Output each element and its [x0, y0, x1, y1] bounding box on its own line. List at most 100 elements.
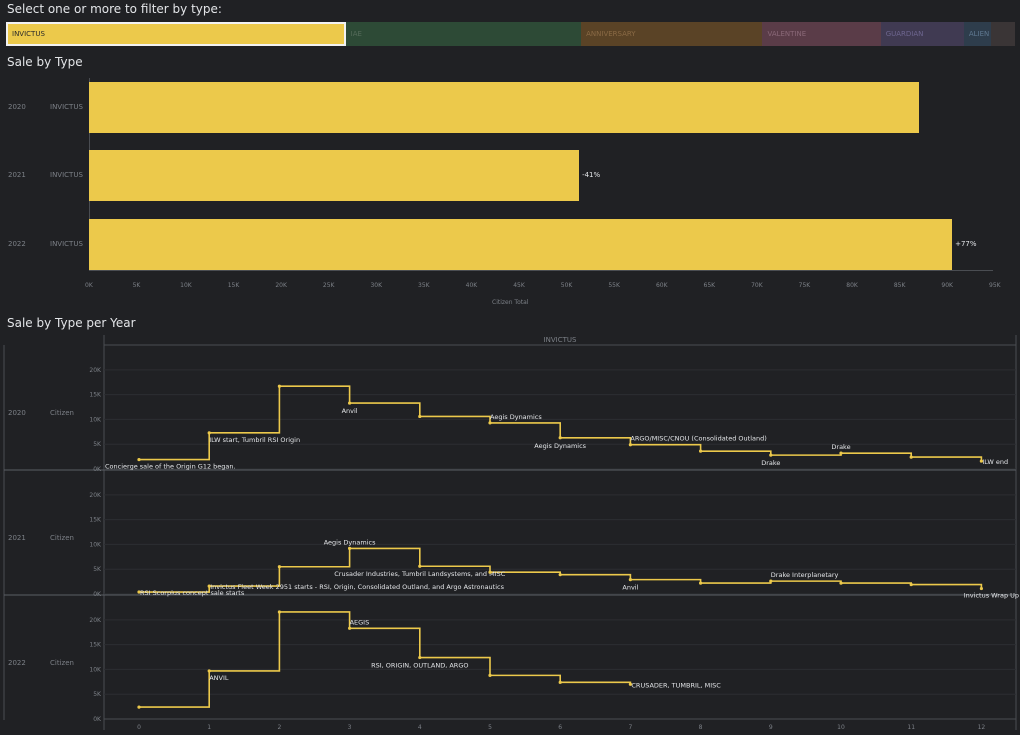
filter-chip-valentine[interactable]: VALENTINE — [762, 22, 881, 46]
filter-chip-iae[interactable]: IAE — [345, 22, 582, 46]
step-point — [839, 451, 843, 455]
step-point — [207, 669, 211, 673]
step-annotation: Invictus Fleet Week 2951 starts - RSI, O… — [210, 583, 504, 591]
panel-y-tick: 5K — [93, 441, 102, 448]
bar-row-type: INVICTUS — [50, 102, 83, 111]
panel-x-tick: 1 — [207, 724, 211, 731]
bar-x-axis-line — [89, 270, 993, 271]
step-point — [558, 680, 562, 684]
panel-y-tick: 5K — [93, 691, 102, 698]
step-point — [979, 586, 984, 591]
step-line-2022 — [139, 611, 632, 708]
step-annotation: Aegis Dynamics — [490, 413, 542, 421]
bar-x-tick: 55K — [608, 282, 620, 289]
panel-y-tick: 15K — [89, 517, 102, 524]
panel-x-tick: 0 — [137, 724, 141, 731]
step-point — [348, 401, 352, 405]
step-point — [348, 546, 352, 551]
panel-y-tick: 20K — [89, 367, 102, 374]
bar-x-tick: 20K — [275, 282, 287, 289]
panel-x-tick: 11 — [907, 724, 915, 731]
panel-year-label: 2021 — [8, 534, 26, 542]
bar-2020[interactable] — [89, 82, 919, 133]
step-point — [418, 414, 422, 419]
panel-x-tick: 12 — [978, 724, 986, 731]
step-annotation: ILW end — [982, 458, 1008, 466]
bar-change-label: -41% — [582, 170, 601, 179]
panel-measure-label: Citizen — [50, 534, 74, 542]
step-point — [488, 570, 492, 574]
step-point — [488, 421, 492, 425]
bar-x-axis-title: Citizen Total — [492, 299, 529, 306]
panel-x-tick: 2 — [277, 724, 281, 731]
panel-x-tick: 9 — [769, 724, 773, 731]
step-annotation: Aegis Dynamics — [534, 442, 586, 450]
filter-chip-guardian[interactable]: GUARDIAN — [880, 22, 964, 46]
type-filter-bar[interactable]: INVICTUS IAE ANNIVERSARY VALENTINE GUARDIAN A… — [6, 22, 1015, 46]
bar-row-type: INVICTUS — [50, 239, 83, 248]
bar-x-tick: 65K — [703, 282, 716, 289]
step-point — [348, 626, 352, 630]
step-annotation: RSI Scorpius concept sale starts — [140, 589, 245, 597]
step-annotation: ANVIL — [209, 674, 229, 682]
panel-year-label: 2020 — [8, 409, 26, 417]
bar-x-tick: 50K — [560, 282, 573, 289]
step-point — [277, 610, 281, 614]
bar-x-tick: 25K — [322, 282, 335, 289]
filter-chip-other[interactable] — [990, 22, 1015, 46]
panel-measure-label: Citizen — [50, 409, 74, 417]
panel-column-header: INVICTUS — [544, 336, 577, 344]
step-point — [769, 453, 773, 457]
step-point — [137, 590, 141, 594]
filter-chip-invictus[interactable]: INVICTUS — [6, 22, 346, 46]
step-point — [628, 443, 633, 447]
step-annotation: Aegis Dynamics — [324, 538, 376, 546]
step-point — [277, 565, 281, 569]
step-annotation: Invictus Wrap Up — [964, 592, 1019, 600]
bar-x-tick: 15K — [227, 282, 240, 289]
bar-2022[interactable] — [89, 219, 953, 270]
bar-x-tick: 35K — [418, 282, 430, 289]
bar-change-label: +77% — [955, 239, 977, 248]
panel-y-tick: 15K — [89, 392, 102, 399]
step-annotation: Drake — [831, 443, 850, 451]
panel-y-tick: 10K — [89, 666, 102, 673]
bar-2021[interactable] — [89, 150, 580, 201]
panel-y-tick: 0K — [93, 716, 102, 723]
step-annotation: Drake Interplanetary — [771, 571, 839, 579]
panel-y-tick: 0K — [93, 591, 102, 598]
panel-x-tick: 5 — [488, 724, 492, 731]
sale-per-year-title: Sale by Type per Year — [7, 316, 136, 330]
step-point — [699, 581, 703, 585]
step-point — [909, 582, 913, 587]
step-point — [418, 655, 422, 660]
bar-x-tick: 70K — [751, 282, 763, 289]
step-annotation: AEGIS — [350, 618, 370, 626]
step-point — [839, 581, 843, 585]
panel-y-tick: 0K — [93, 466, 102, 473]
panel-y-tick: 15K — [89, 642, 102, 649]
bar-row-year: 2020 — [8, 102, 26, 111]
panel-y-tick: 5K — [93, 566, 102, 573]
step-point — [558, 573, 562, 577]
step-point — [628, 578, 633, 582]
step-annotation: Concierge sale of the Origin G12 began. — [105, 463, 236, 471]
bar-row-year: 2022 — [8, 239, 26, 248]
step-annotation: Anvil — [342, 407, 358, 415]
step-point — [418, 564, 422, 568]
bar-x-tick: 30K — [370, 282, 383, 289]
panel-x-tick: 7 — [628, 724, 632, 731]
bar-x-tick: 90K — [941, 282, 953, 289]
panel-measure-label: Citizen — [50, 659, 74, 667]
step-annotation: RSI, ORIGIN, OUTLAND, ARGO — [371, 662, 468, 670]
bar-row-type: INVICTUS — [50, 170, 83, 179]
filter-chip-alien[interactable]: ALIEN — [963, 22, 991, 46]
bar-x-tick: 95K — [989, 282, 1001, 289]
bar-x-tick: 10K — [180, 282, 192, 289]
step-point — [488, 673, 492, 677]
step-annotation: CRUSADER, TUMBRIL, MISC — [631, 681, 721, 689]
panel-y-tick: 20K — [89, 617, 102, 624]
panel-year-label: 2022 — [8, 659, 26, 667]
step-annotation: Drake — [761, 459, 780, 467]
filter-chip-anniversary[interactable]: ANNIVERSARY — [581, 22, 763, 46]
